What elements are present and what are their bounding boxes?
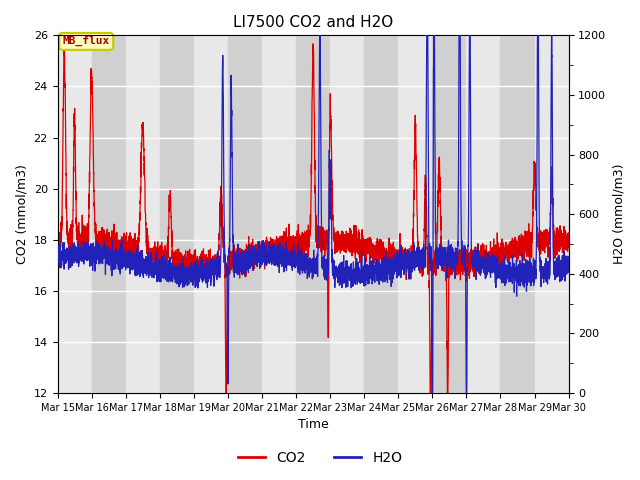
Bar bbox=[262, 36, 296, 393]
X-axis label: Time: Time bbox=[298, 419, 328, 432]
Bar bbox=[228, 36, 262, 393]
Bar bbox=[58, 36, 92, 393]
Bar bbox=[160, 36, 194, 393]
Bar bbox=[296, 36, 330, 393]
Title: LI7500 CO2 and H2O: LI7500 CO2 and H2O bbox=[233, 15, 393, 30]
Bar bbox=[467, 36, 500, 393]
Bar bbox=[92, 36, 125, 393]
Bar bbox=[534, 36, 568, 393]
Bar bbox=[194, 36, 228, 393]
Bar bbox=[364, 36, 398, 393]
Text: MB_flux: MB_flux bbox=[63, 36, 110, 47]
Y-axis label: CO2 (mmol/m3): CO2 (mmol/m3) bbox=[15, 164, 28, 264]
Legend: CO2, H2O: CO2, H2O bbox=[232, 445, 408, 471]
Y-axis label: H2O (mmol/m3): H2O (mmol/m3) bbox=[612, 164, 625, 264]
Bar bbox=[500, 36, 534, 393]
Bar bbox=[330, 36, 364, 393]
Bar bbox=[398, 36, 432, 393]
Bar bbox=[432, 36, 467, 393]
Bar bbox=[125, 36, 160, 393]
